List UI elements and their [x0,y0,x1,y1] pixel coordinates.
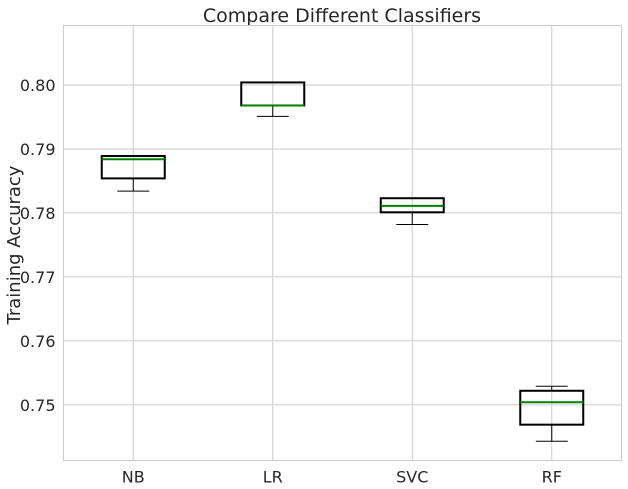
x-tick-label: SVC [396,468,428,487]
x-tick-label: RF [542,468,562,487]
plot-frame [63,25,622,461]
box-rf [519,385,585,442]
iqr-box [519,389,585,426]
iqr-box [100,155,166,180]
y-tick-label: 0.79 [20,140,56,159]
y-axis-label: Training Accuracy [4,165,25,325]
y-tick-label: 0.78 [20,204,56,223]
x-tick-label: NB [122,468,145,487]
box-lr [240,81,306,117]
y-tick-label: 0.80 [20,76,56,95]
ticks-layer: 0.75 0.76 0.77 0.78 0.79 0.80 NB LR SVC RF [20,76,562,487]
y-tick-label: 0.77 [20,268,56,287]
box-svc [379,197,445,225]
grid-layer [63,25,622,461]
x-tick-label: LR [263,468,283,487]
y-tick-label: 0.75 [20,396,56,415]
y-tick-label: 0.76 [20,332,56,351]
chart-title: Compare Different Classifiers [203,5,481,27]
box-nb [100,155,166,192]
boxes-layer [100,81,585,442]
